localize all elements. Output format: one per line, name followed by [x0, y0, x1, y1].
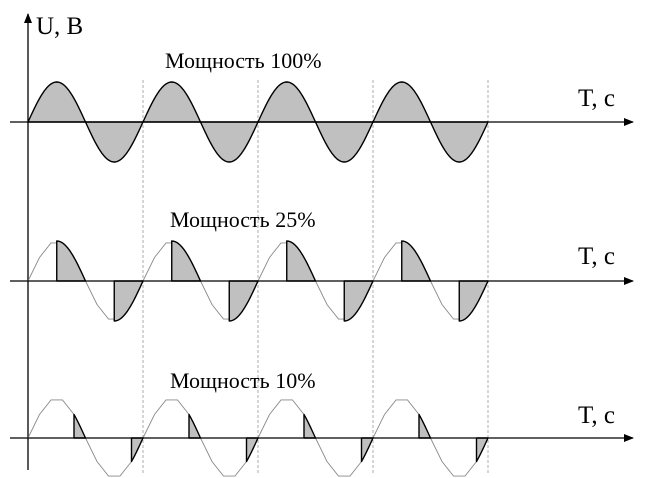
- conducting-segment: [314, 121, 374, 163]
- conducting-segment: [475, 437, 489, 463]
- panel-title: Мощность 25%: [170, 207, 316, 232]
- conducting-segment: [171, 240, 202, 282]
- waveform-25: [27, 240, 489, 322]
- conducting-segment: [245, 437, 259, 463]
- conducting-segment: [188, 413, 202, 439]
- conducting-segment: [84, 121, 144, 163]
- conducting-segment: [142, 81, 202, 123]
- waveform-100: [27, 81, 489, 163]
- conducting-segment: [27, 81, 87, 123]
- panel-title: Мощность 10%: [170, 368, 316, 393]
- panel-power-25: Мощность 25% T, с: [10, 207, 634, 322]
- conducting-segment: [56, 240, 87, 282]
- conducting-segment: [343, 280, 374, 322]
- conducting-segment: [458, 280, 489, 322]
- conducting-segment: [113, 280, 144, 322]
- period-guides: [142, 80, 489, 474]
- conducting-segment: [130, 437, 144, 463]
- conducting-segment: [286, 240, 317, 282]
- conducting-segment: [418, 413, 432, 439]
- conducting-segment: [257, 81, 317, 123]
- conducting-segment: [401, 240, 432, 282]
- x-axis-label: T, с: [578, 402, 615, 429]
- conducting-segment: [372, 81, 432, 123]
- waveform-10: [27, 399, 489, 477]
- panel-title: Мощность 100%: [165, 48, 322, 73]
- x-axis-label: T, с: [578, 85, 615, 112]
- conducting-segment: [228, 280, 259, 322]
- conducting-segment: [303, 413, 317, 439]
- x-axis-label: T, с: [578, 243, 615, 270]
- panel-power-100: Мощность 100% T, с: [10, 48, 634, 163]
- conducting-segment: [360, 437, 374, 463]
- panel-power-10: Мощность 10% T, с: [10, 368, 634, 477]
- conducting-segment: [199, 121, 259, 163]
- conducting-segment: [429, 121, 489, 163]
- conducting-segment: [73, 413, 87, 439]
- y-axis-label: U, В: [36, 13, 83, 40]
